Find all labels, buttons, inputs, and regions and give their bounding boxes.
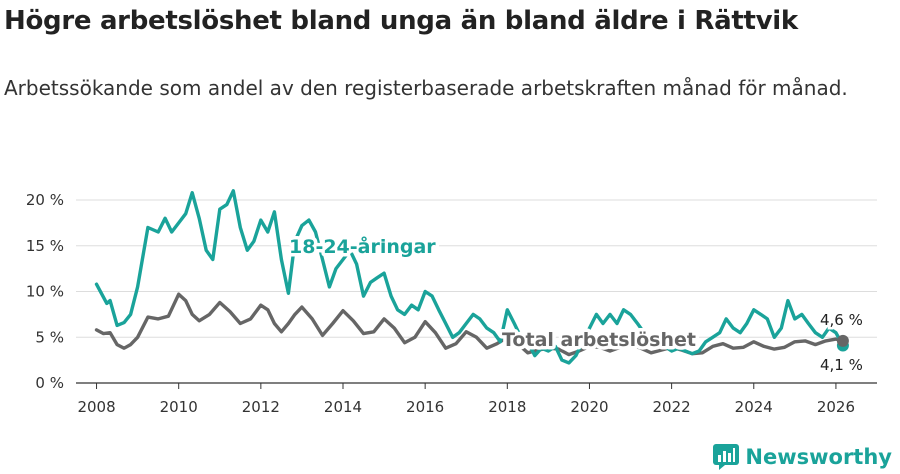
- x-tick-label: 2016: [406, 398, 444, 416]
- x-tick-label: 2014: [324, 398, 362, 416]
- chart-title: Högre arbetslöshet bland unga än bland ä…: [4, 6, 798, 36]
- series-line-youth: [94, 189, 845, 365]
- series-end-marker-total: [836, 334, 849, 347]
- brand-name: Newsworthy: [745, 445, 892, 469]
- x-tick-label: 2010: [160, 398, 198, 416]
- x-tick-label: 2012: [242, 398, 280, 416]
- x-tick-label: 2008: [77, 398, 115, 416]
- x-tick-label: 2020: [570, 398, 608, 416]
- y-tick-label: 5 %: [35, 328, 64, 346]
- series-label-total: Total arbetslöshet: [502, 329, 696, 351]
- y-tick-label: 10 %: [26, 283, 64, 301]
- series-line-total: [94, 292, 845, 357]
- value-label-youth: 4,1 %: [820, 356, 863, 374]
- value-label-total: 4,6 %: [820, 311, 863, 329]
- x-tick-label: 2026: [817, 398, 855, 416]
- x-tick-label: 2022: [653, 398, 691, 416]
- newsworthy-brand[interactable]: Newsworthy: [713, 444, 892, 470]
- chart-subtitle: Arbetssökande som andel av den registerb…: [4, 76, 848, 100]
- x-tick-label: 2018: [488, 398, 526, 416]
- y-tick-label: 20 %: [26, 191, 64, 209]
- y-tick-label: 0 %: [35, 374, 64, 392]
- bar-chart-logo-icon: [713, 444, 740, 470]
- series-label-youth: 18-24-åringar: [289, 234, 436, 258]
- x-tick-label: 2024: [735, 398, 773, 416]
- y-tick-label: 15 %: [26, 237, 64, 255]
